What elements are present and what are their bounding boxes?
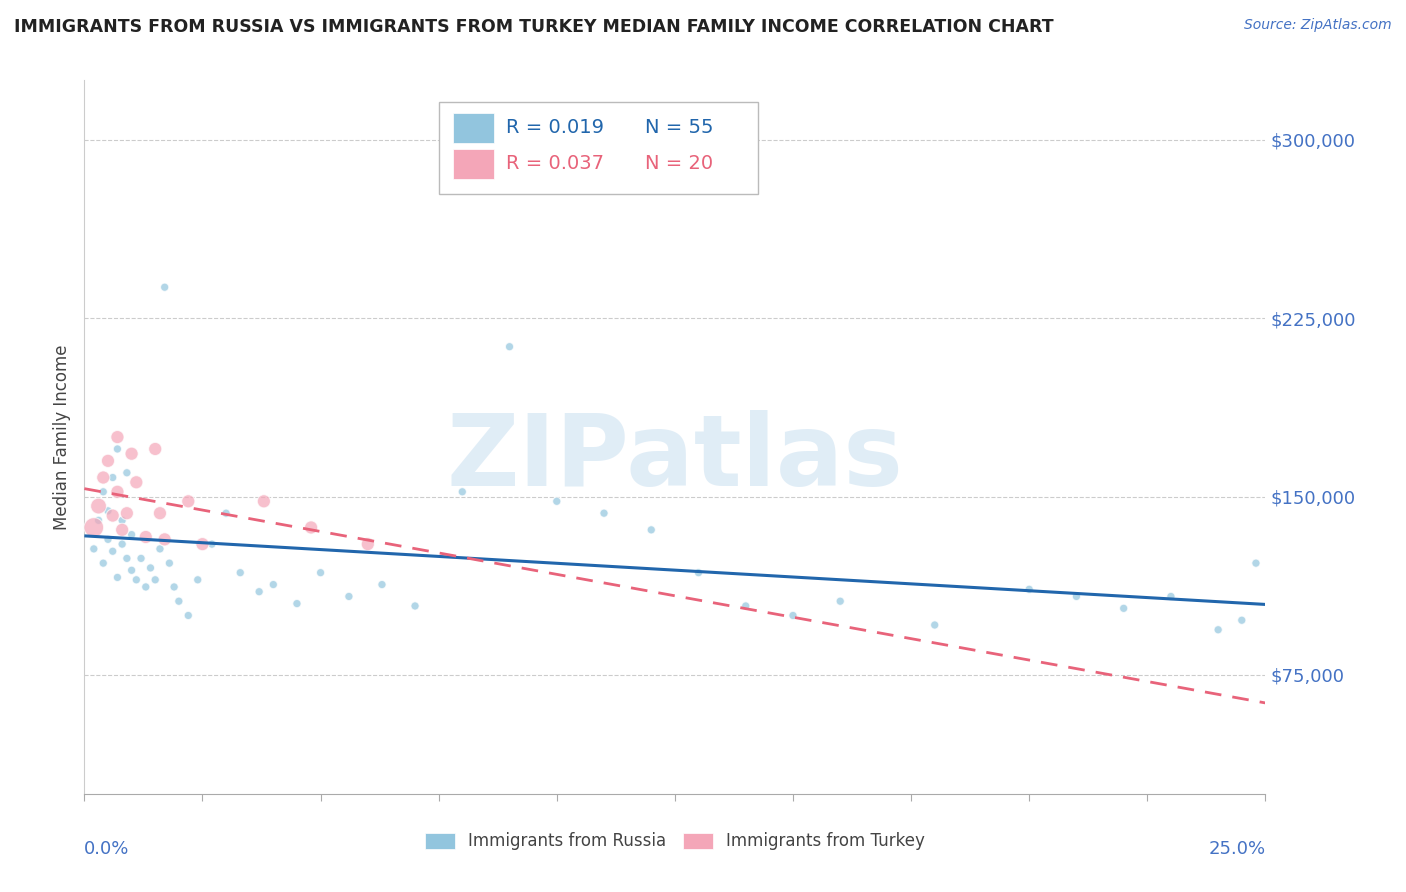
Point: [1160, 590, 1182, 604]
Point: [546, 494, 568, 508]
Text: R = 0.037: R = 0.037: [506, 153, 605, 172]
Point: [215, 506, 238, 520]
Text: Source: ZipAtlas.com: Source: ZipAtlas.com: [1244, 18, 1392, 32]
Point: [191, 537, 214, 551]
Point: [135, 580, 157, 594]
FancyBboxPatch shape: [453, 149, 494, 178]
Point: [139, 561, 162, 575]
Point: [83, 520, 105, 534]
Point: [91, 484, 114, 499]
Point: [115, 506, 138, 520]
Point: [97, 533, 120, 547]
Point: [87, 499, 110, 513]
Point: [129, 551, 152, 566]
Point: [253, 494, 276, 508]
Point: [107, 430, 129, 444]
Point: [125, 475, 148, 490]
Point: [163, 580, 186, 594]
Point: [229, 566, 252, 580]
Y-axis label: Median Family Income: Median Family Income: [53, 344, 72, 530]
Point: [143, 442, 166, 456]
FancyBboxPatch shape: [453, 113, 494, 143]
Point: [167, 594, 190, 608]
Point: [1230, 613, 1253, 627]
Point: [640, 523, 662, 537]
Point: [357, 537, 380, 551]
Point: [688, 566, 710, 580]
Point: [111, 537, 134, 551]
Point: [87, 513, 110, 527]
Point: [83, 541, 105, 556]
Point: [337, 590, 360, 604]
Point: [101, 470, 124, 484]
Point: [734, 599, 756, 613]
Point: [1066, 590, 1088, 604]
Text: 25.0%: 25.0%: [1208, 840, 1265, 858]
Text: N = 55: N = 55: [645, 118, 714, 136]
Point: [285, 597, 308, 611]
Point: [111, 513, 134, 527]
Point: [157, 556, 180, 570]
Point: [1018, 582, 1040, 597]
Point: [830, 594, 852, 608]
Point: [111, 523, 134, 537]
Point: [115, 551, 138, 566]
Point: [451, 484, 474, 499]
Point: [101, 508, 124, 523]
Point: [247, 584, 270, 599]
Point: [1206, 623, 1229, 637]
Point: [201, 537, 224, 551]
Point: [97, 504, 120, 518]
Point: [125, 573, 148, 587]
Point: [1112, 601, 1135, 615]
Point: [143, 573, 166, 587]
Point: [121, 447, 143, 461]
Point: [107, 484, 129, 499]
Legend: Immigrants from Russia, Immigrants from Turkey: Immigrants from Russia, Immigrants from …: [418, 826, 932, 857]
Point: [187, 573, 209, 587]
Point: [177, 494, 200, 508]
Point: [107, 442, 129, 456]
Point: [107, 570, 129, 584]
Point: [593, 506, 616, 520]
Point: [121, 527, 143, 541]
Point: [782, 608, 804, 623]
Point: [149, 541, 172, 556]
Point: [121, 563, 143, 577]
Point: [371, 577, 394, 591]
Point: [135, 530, 157, 544]
Text: N = 20: N = 20: [645, 153, 713, 172]
Point: [1244, 556, 1267, 570]
Point: [924, 618, 946, 632]
Text: 0.0%: 0.0%: [84, 840, 129, 858]
Point: [101, 544, 124, 558]
Point: [91, 556, 114, 570]
Point: [404, 599, 426, 613]
Point: [299, 520, 322, 534]
Point: [309, 566, 332, 580]
Point: [177, 608, 200, 623]
Point: [91, 470, 114, 484]
Text: R = 0.019: R = 0.019: [506, 118, 605, 136]
Point: [97, 454, 120, 468]
Point: [262, 577, 284, 591]
FancyBboxPatch shape: [439, 102, 758, 194]
Point: [149, 506, 172, 520]
Text: ZIPatlas: ZIPatlas: [447, 410, 903, 507]
Point: [498, 340, 520, 354]
Text: IMMIGRANTS FROM RUSSIA VS IMMIGRANTS FROM TURKEY MEDIAN FAMILY INCOME CORRELATIO: IMMIGRANTS FROM RUSSIA VS IMMIGRANTS FRO…: [14, 18, 1053, 36]
Point: [153, 280, 176, 294]
Point: [153, 533, 176, 547]
Point: [115, 466, 138, 480]
